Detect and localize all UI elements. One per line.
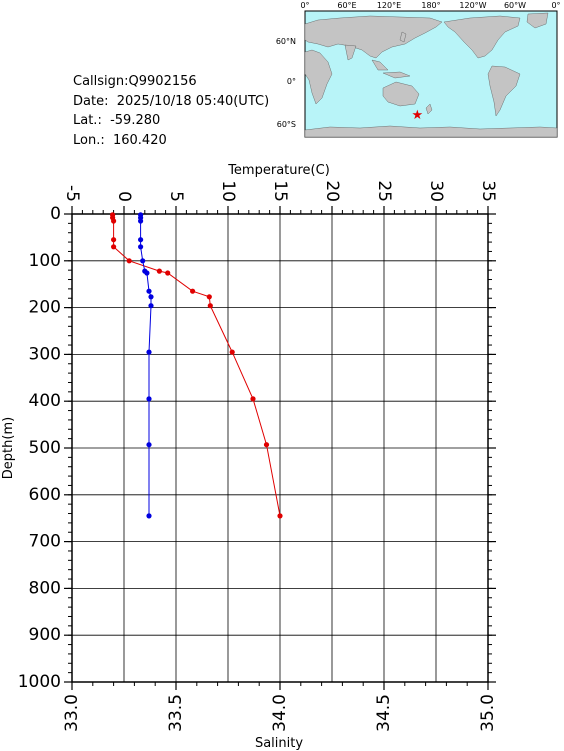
depth-tick-label: 300 [29, 344, 61, 364]
salinity-data-point [146, 513, 152, 519]
temperature-tick-label: -5 [62, 185, 82, 202]
profile-series [110, 212, 283, 519]
salinity-data-point [142, 268, 148, 274]
temperature-tick-label: 20 [322, 180, 342, 202]
temperature-tick-label: 35 [478, 180, 498, 202]
temperature-data-point [111, 218, 117, 224]
depth-tick-label: 100 [29, 251, 61, 271]
temperature-data-point [111, 244, 117, 250]
depth-tick-label: 700 [29, 532, 61, 552]
temperature-data-point [263, 442, 270, 448]
depth-tick-label: 200 [29, 298, 61, 318]
depth-tick-label: 500 [29, 438, 61, 458]
temperature-data-point [277, 513, 283, 519]
map-lon-label: 60°W [504, 1, 526, 10]
temperature-tick-label: 5 [166, 191, 186, 202]
salinity-data-point [138, 244, 144, 250]
temperature-profile-line [112, 214, 281, 516]
salinity-profile-line [140, 214, 152, 516]
depth-axis-title: Depth(m) [1, 417, 16, 479]
location-map: 0° 60°E 120°E 180° 120°W 60°W 0° 60°N 0°… [276, 1, 561, 138]
depth-axis: 0 100 200 300 400 500 600 700 800 900 1000 [18, 204, 496, 692]
map-lat-label: 0° [287, 77, 296, 86]
depth-tick-label: 800 [29, 578, 61, 598]
depth-tick-label: 600 [29, 485, 61, 505]
salinity-data-point [138, 237, 144, 243]
temperature-tick-label: 25 [374, 180, 394, 202]
callsign-text: Callsign:Q9902156 [73, 74, 197, 89]
map-lon-label: 0° [300, 1, 309, 10]
salinity-tick-label: 34.5 [374, 694, 394, 732]
temperature-axis: -5 0 5 10 15 20 25 30 35 [62, 180, 498, 214]
map-lon-labels: 0° 60°E 120°E 180° 120°W 60°W 0° [300, 1, 560, 10]
map-land [304, 12, 558, 138]
station-info: Callsign:Q9902156 Date: 2025/10/18 05:40… [73, 72, 269, 150]
map-lat-label: 60°N [276, 37, 296, 46]
temperature-data-point [111, 237, 117, 243]
map-lon-label: 180° [421, 1, 440, 10]
temperature-data-point [190, 288, 196, 294]
salinity-data-point [140, 258, 146, 264]
date-text: Date: 2025/10/18 05:40(UTC) [73, 93, 270, 109]
plot-frame [71, 213, 489, 683]
salinity-tick-label: 33.5 [166, 694, 186, 732]
chart-grid [71, 213, 489, 683]
salinity-data-point [148, 303, 154, 309]
longitude-text: Lon.: 160.420 [73, 132, 167, 148]
map-lon-label: 120°W [459, 1, 486, 10]
salinity-tick-label: 34.0 [270, 694, 290, 732]
map-lat-labels: 60°N 0° 60°S [276, 37, 296, 129]
salinity-data-point [148, 294, 154, 300]
temperature-tick-label: 30 [426, 180, 446, 202]
latitude-text: Lat.: -59.280 [73, 113, 161, 128]
temperature-data-point [110, 212, 116, 218]
temperature-data-point [207, 303, 213, 309]
salinity-tick-label: 35.0 [478, 694, 498, 732]
temperature-data-point [206, 294, 212, 300]
map-lon-label: 60°E [337, 1, 356, 10]
temperature-axis-title: Temperature(C) [227, 163, 330, 178]
map-lat-label: 60°S [277, 120, 296, 129]
salinity-data-point [144, 270, 150, 276]
depth-tick-label: 1000 [18, 672, 61, 692]
temperature-data-point [250, 396, 256, 402]
temperature-data-point [110, 215, 116, 221]
temperature-data-point [229, 349, 235, 355]
salinity-tick-label: 33.0 [62, 694, 82, 732]
temperature-tick-label: 0 [114, 191, 134, 202]
salinity-axis-title: Salinity [255, 736, 303, 751]
minor-ticks [68, 210, 492, 686]
temperature-data-point [156, 268, 162, 274]
depth-tick-label: 0 [50, 204, 61, 224]
salinity-data-point [138, 218, 144, 224]
temperature-tick-label: 15 [270, 180, 290, 202]
temperature-data-point [126, 258, 132, 264]
temperature-tick-label: 10 [218, 180, 238, 202]
station-location-marker: ★ [411, 108, 423, 123]
depth-tick-label: 900 [29, 625, 61, 645]
temperature-data-point [165, 270, 171, 276]
salinity-data-point [146, 288, 152, 294]
map-lon-label: 0° [551, 1, 560, 10]
salinity-data-point [138, 215, 144, 221]
salinity-data-point [146, 442, 152, 448]
salinity-data-point [138, 212, 144, 218]
salinity-data-point [146, 396, 152, 402]
salinity-data-point [146, 349, 152, 355]
map-lon-label: 120°E [377, 1, 401, 10]
depth-tick-label: 400 [29, 391, 61, 411]
salinity-axis: 33.0 33.5 34.0 34.5 35.0 [62, 682, 498, 732]
